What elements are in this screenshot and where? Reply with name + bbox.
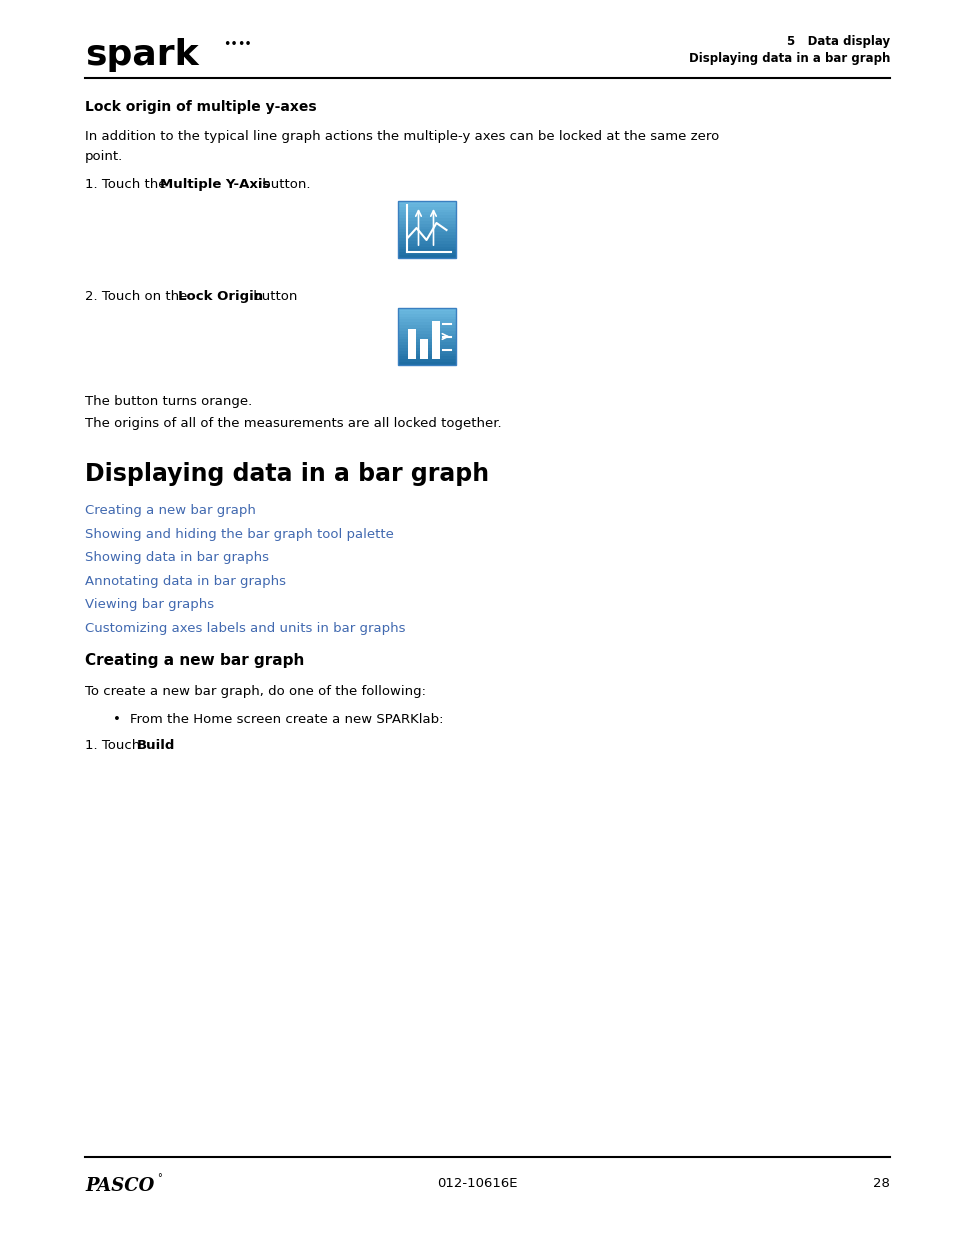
Text: spark: spark: [85, 38, 198, 72]
Bar: [398, 219, 455, 221]
Bar: [398, 215, 455, 219]
Bar: [398, 210, 455, 212]
Text: Multiple Y-Axis: Multiple Y-Axis: [160, 178, 271, 191]
Bar: [398, 340, 455, 342]
Text: From the Home screen create a new SPARKlab:: From the Home screen create a new SPARKl…: [130, 713, 443, 726]
Bar: [398, 252, 455, 256]
Bar: [398, 221, 455, 224]
Bar: [398, 316, 455, 320]
Bar: [398, 314, 455, 316]
Text: button.: button.: [257, 178, 310, 191]
Bar: [432, 321, 440, 359]
Bar: [398, 249, 455, 252]
Bar: [398, 333, 455, 336]
Bar: [420, 338, 428, 359]
Text: Creating a new bar graph: Creating a new bar graph: [85, 653, 304, 668]
Bar: [398, 206, 455, 210]
Text: 2. Touch on the: 2. Touch on the: [85, 290, 192, 303]
Text: 1. Touch: 1. Touch: [85, 739, 144, 752]
Bar: [398, 224, 455, 227]
Text: PASCO: PASCO: [85, 1177, 154, 1195]
Text: Displaying data in a bar graph: Displaying data in a bar graph: [85, 462, 489, 487]
Text: °: °: [157, 1173, 162, 1183]
Text: 5   Data display: 5 Data display: [786, 35, 889, 48]
Text: Showing data in bar graphs: Showing data in bar graphs: [85, 551, 269, 564]
Bar: [398, 325, 455, 329]
Bar: [398, 243, 455, 247]
Bar: [398, 212, 455, 215]
Text: 012-10616E: 012-10616E: [436, 1177, 517, 1191]
Bar: [398, 201, 455, 204]
Text: To create a new bar graph, do one of the following:: To create a new bar graph, do one of the…: [85, 685, 426, 698]
Text: Showing and hiding the bar graph tool palette: Showing and hiding the bar graph tool pa…: [85, 527, 394, 541]
Text: .: .: [170, 739, 173, 752]
Text: 1. Touch the: 1. Touch the: [85, 178, 171, 191]
Bar: [398, 235, 455, 238]
Bar: [408, 329, 416, 359]
Bar: [398, 336, 455, 340]
Text: Displaying data in a bar graph: Displaying data in a bar graph: [688, 52, 889, 65]
Text: ••: ••: [236, 38, 252, 51]
Bar: [398, 230, 455, 232]
Text: In addition to the typical line graph actions the multiple-y axes can be locked : In addition to the typical line graph ac…: [85, 130, 719, 143]
Bar: [398, 256, 455, 258]
Bar: [398, 232, 455, 235]
Bar: [398, 342, 455, 345]
Text: 28: 28: [872, 1177, 889, 1191]
Bar: [398, 227, 455, 230]
Bar: [398, 351, 455, 353]
Text: Viewing bar graphs: Viewing bar graphs: [85, 598, 213, 611]
Text: Annotating data in bar graphs: Annotating data in bar graphs: [85, 574, 286, 588]
Bar: [398, 362, 455, 366]
Bar: [398, 308, 455, 366]
Bar: [398, 201, 455, 258]
Text: Lock origin of multiple y-axes: Lock origin of multiple y-axes: [85, 100, 316, 114]
Text: point.: point.: [85, 149, 123, 163]
Bar: [398, 353, 455, 357]
Bar: [398, 331, 455, 333]
Text: •: •: [112, 713, 121, 726]
Text: Lock Origin: Lock Origin: [177, 290, 263, 303]
Bar: [398, 359, 455, 362]
Bar: [398, 329, 455, 331]
Bar: [398, 345, 455, 348]
Text: button: button: [249, 290, 297, 303]
Bar: [398, 320, 455, 322]
Bar: [398, 247, 455, 249]
Text: Build: Build: [137, 739, 175, 752]
Text: The origins of all of the measurements are all locked together.: The origins of all of the measurements a…: [85, 417, 501, 430]
Text: Creating a new bar graph: Creating a new bar graph: [85, 504, 255, 517]
Text: Customizing axes labels and units in bar graphs: Customizing axes labels and units in bar…: [85, 621, 405, 635]
Bar: [398, 357, 455, 359]
Bar: [398, 322, 455, 325]
Bar: [398, 308, 455, 311]
Text: ••: ••: [223, 38, 237, 51]
Bar: [398, 311, 455, 314]
Bar: [398, 204, 455, 206]
Bar: [398, 348, 455, 351]
Text: The button turns orange.: The button turns orange.: [85, 395, 252, 408]
Bar: [398, 238, 455, 241]
Bar: [398, 241, 455, 243]
